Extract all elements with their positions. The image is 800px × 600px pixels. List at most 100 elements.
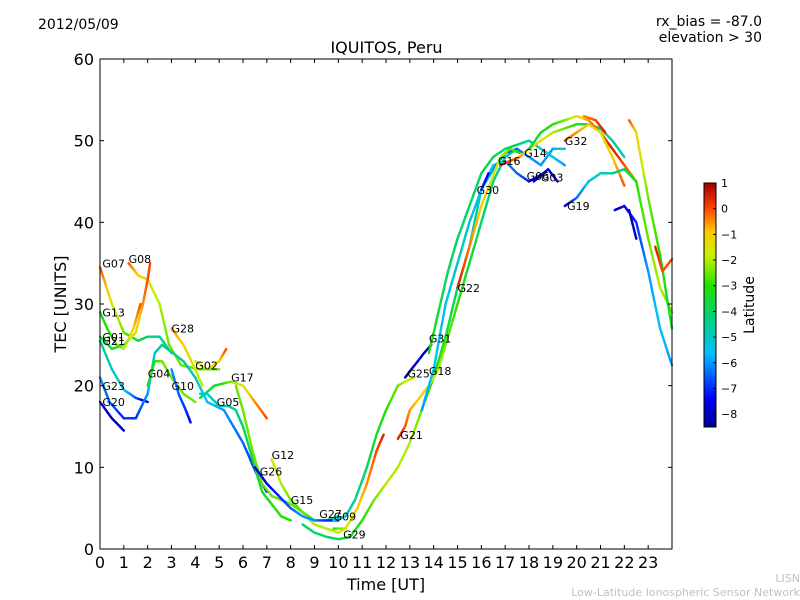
colorbar-tick-label: 1 [721, 177, 728, 190]
satellite-label: G08 [129, 253, 152, 266]
series-g04 [146, 360, 197, 404]
rx-bias-label: rx_bias = -87.0 [655, 14, 762, 30]
series-g02 [194, 347, 228, 371]
curve-segment [645, 185, 650, 200]
series-g09 [332, 376, 416, 522]
x-tick-label: 7 [262, 553, 272, 572]
x-tick-label: 13 [400, 553, 420, 572]
series-g10 [170, 368, 192, 424]
y-tick-label: 60 [74, 50, 94, 69]
series-g30 [480, 172, 490, 191]
colorbar-tick-label: −1 [721, 228, 737, 241]
satellite-label: G10 [172, 380, 195, 393]
satellite-label: G32 [565, 135, 588, 148]
satellite-label: G17 [231, 372, 254, 385]
series-g20 [98, 400, 126, 432]
curve-segment [647, 237, 652, 249]
curve-segment [454, 286, 459, 297]
curve-segment [639, 199, 644, 212]
x-tick-label: 10 [328, 553, 348, 572]
x-tick-label: 2 [143, 553, 153, 572]
curve-segment [643, 174, 648, 189]
y-tick-label: 20 [74, 377, 94, 396]
x-tick-label: 8 [286, 553, 296, 572]
curve-segment [641, 245, 646, 257]
curve-segment [516, 150, 521, 155]
axes: 0 1 2 3 4 5 6 7 8 9 10 11 12 13 14 15 16 17 18 19 20 21 22 2301… [74, 50, 673, 572]
footer: LISN Low-Latitude Ionospheric Sensor Net… [571, 572, 800, 600]
series-g03 [532, 168, 559, 183]
curve-segment [144, 400, 149, 404]
curve-segment [654, 308, 660, 321]
colorbar-label: Latitude [742, 276, 758, 334]
satellite-label: G14 [524, 147, 547, 160]
curve-segment [411, 376, 416, 380]
curve-segment [656, 317, 662, 330]
series-g19b [582, 114, 607, 134]
series-g12 [270, 458, 340, 522]
series-g28 [170, 327, 204, 387]
satellite-label: G05 [217, 396, 240, 409]
curve-segment [649, 279, 654, 292]
curve-segment [188, 419, 192, 424]
satellite-label: G12 [272, 449, 295, 462]
y-tick-label: 40 [74, 213, 94, 232]
header-info: rx_bias = -87.0 elevation > 30 [656, 14, 762, 46]
satellite-label: G21 [400, 429, 423, 442]
curve-segment [649, 206, 654, 219]
footer-network: Low-Latitude Ionospheric Sensor Network [571, 586, 800, 599]
satellite-label: G20 [102, 396, 125, 409]
curve-segment [652, 262, 658, 273]
curve-segment [192, 399, 197, 404]
satellite-label: G22 [458, 282, 481, 295]
curve-segment [448, 311, 453, 322]
y-axis-label: TEC [UNITS] [51, 256, 70, 354]
x-tick-label: 14 [423, 553, 443, 572]
curve-segment [650, 289, 656, 302]
x-tick-label: 21 [590, 553, 610, 572]
satellite-label: G23 [102, 380, 125, 393]
curve-segment [635, 131, 640, 145]
curve-segment [452, 294, 457, 306]
curve-segment [440, 313, 445, 327]
x-tick-label: 6 [238, 553, 248, 572]
curve-segment [138, 302, 142, 310]
series-g22 [456, 147, 521, 289]
satellite-label: G09 [334, 510, 357, 523]
series-g19c [613, 204, 674, 367]
x-tick-label: 17 [495, 553, 515, 572]
curve-segment [223, 347, 228, 353]
curve-segment [442, 302, 447, 317]
curve-segment [645, 227, 650, 240]
satellite-label: G16 [498, 155, 521, 168]
curve-segment [656, 278, 662, 289]
curve-segment [436, 335, 441, 349]
curve-segment [381, 433, 385, 439]
colorbar-tick-label: −8 [721, 408, 737, 421]
curve-segment [652, 225, 658, 238]
series-g05 [198, 392, 292, 522]
elevation-label: elevation > 30 [658, 30, 762, 46]
colorbar-tick-label: −7 [721, 382, 737, 395]
curve-segment [621, 153, 626, 159]
satellite-label: G01 [102, 331, 125, 344]
curve-segment [635, 221, 640, 232]
x-tick-label: 5 [214, 553, 224, 572]
curve-segment [444, 327, 449, 338]
satellite-label: G02 [195, 359, 218, 372]
curve-segment [666, 302, 672, 318]
satellite-label: G31 [429, 332, 452, 345]
curve-segment [647, 196, 652, 209]
series-g01 [98, 262, 152, 351]
curve-segment [438, 324, 443, 338]
chart-title: IQUITOS, Peru [330, 38, 443, 57]
x-tick-label: 9 [309, 553, 319, 572]
satellite-label: G26 [260, 466, 283, 479]
curve-segment [645, 262, 650, 273]
y-tick-label: 0 [84, 540, 94, 559]
curve-segment [639, 153, 644, 167]
curve-segment [654, 270, 660, 281]
colorbar-tick-label: −4 [721, 305, 737, 318]
date-label: 2012/05/09 [38, 17, 119, 33]
